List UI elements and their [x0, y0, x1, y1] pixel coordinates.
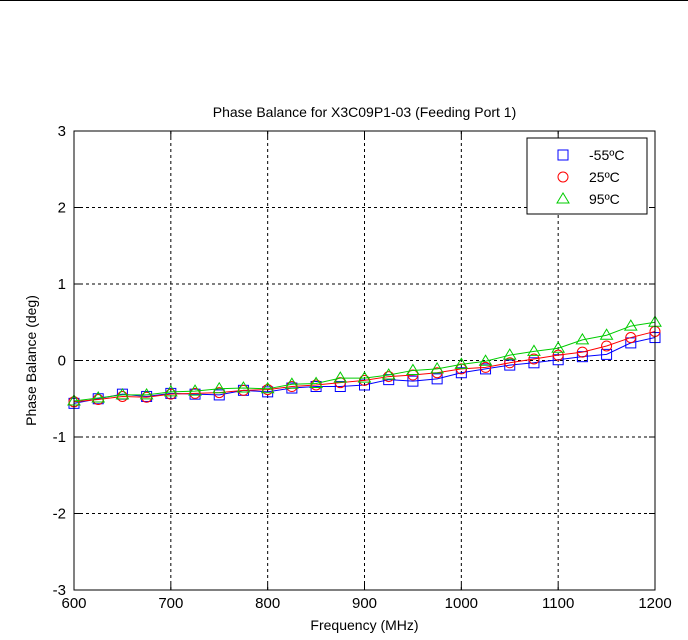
data-point [163, 384, 178, 397]
legend-marker [556, 192, 570, 204]
data-point [455, 367, 467, 379]
data-point [504, 357, 516, 369]
data-point [601, 348, 613, 360]
data-point [502, 348, 517, 360]
data-point [115, 387, 130, 400]
data-point [139, 387, 154, 400]
y-axis-label: Phase Balance (deg) [23, 295, 39, 426]
series-line [73, 330, 656, 403]
y-tick-label: -3 [53, 582, 66, 599]
data-point [478, 354, 493, 366]
x-tick-label: 1000 [445, 595, 478, 612]
x-tick-label: 800 [255, 595, 280, 612]
y-tick-label: 0 [58, 353, 66, 370]
legend-label: 25ºC [589, 169, 620, 185]
legend: -55ºC 25ºC 95ºC [526, 137, 648, 215]
data-point [91, 391, 106, 403]
series-line [73, 321, 656, 402]
top-rule [0, 0, 688, 1]
data-point [407, 375, 419, 387]
data-point [599, 328, 614, 340]
data-point [260, 381, 275, 394]
data-point [576, 346, 588, 358]
axis-ticks: 600 700 800 900 1000 1100 1200 -3 -2 -1 0 1 2 3 [53, 123, 672, 612]
data-point [212, 381, 227, 394]
y-tick-label: -2 [53, 506, 66, 523]
y-tick-label: 1 [58, 276, 66, 293]
data-point [454, 357, 469, 369]
data-point [504, 359, 516, 371]
y-tick-label: 2 [58, 200, 66, 217]
y-tick-label: -1 [53, 429, 66, 446]
data-point [236, 381, 251, 393]
data-point [527, 344, 541, 356]
data-point [601, 340, 613, 352]
legend-marker [557, 149, 569, 161]
data-point [551, 341, 566, 353]
x-tick-label: 1100 [542, 595, 574, 612]
data-point [430, 361, 445, 374]
data-point [431, 373, 443, 385]
data-point [528, 353, 540, 365]
data-point [213, 389, 225, 401]
data-point [480, 361, 492, 373]
legend-box [526, 137, 648, 215]
data-point [262, 384, 274, 396]
data-point [406, 363, 420, 375]
data-point [381, 368, 396, 380]
series-3 [67, 315, 662, 406]
x-axis-label: Frequency (MHz) [310, 617, 418, 633]
legend-marker [557, 171, 569, 183]
data-point [575, 332, 590, 345]
y-tick-label: 3 [58, 123, 66, 140]
data-point [623, 319, 638, 331]
x-tick-label: 700 [158, 595, 183, 612]
x-tick-label: 900 [352, 595, 377, 612]
data-point [333, 371, 348, 383]
data-point [552, 349, 564, 361]
legend-label: 95ºC [589, 191, 620, 207]
x-tick-label: 600 [61, 595, 86, 612]
chart-title: Phase Balance for X3C09P1-03 (Feeding Po… [213, 104, 517, 120]
data-point [284, 377, 299, 389]
data-point [334, 381, 346, 393]
data-point [357, 371, 372, 383]
series-layer [67, 315, 662, 409]
x-tick-label: 1200 [638, 595, 671, 612]
data-point [188, 384, 202, 396]
data-point [309, 376, 323, 388]
data-point [528, 357, 540, 369]
data-point [625, 332, 637, 344]
legend-label: -55ºC [589, 147, 624, 163]
